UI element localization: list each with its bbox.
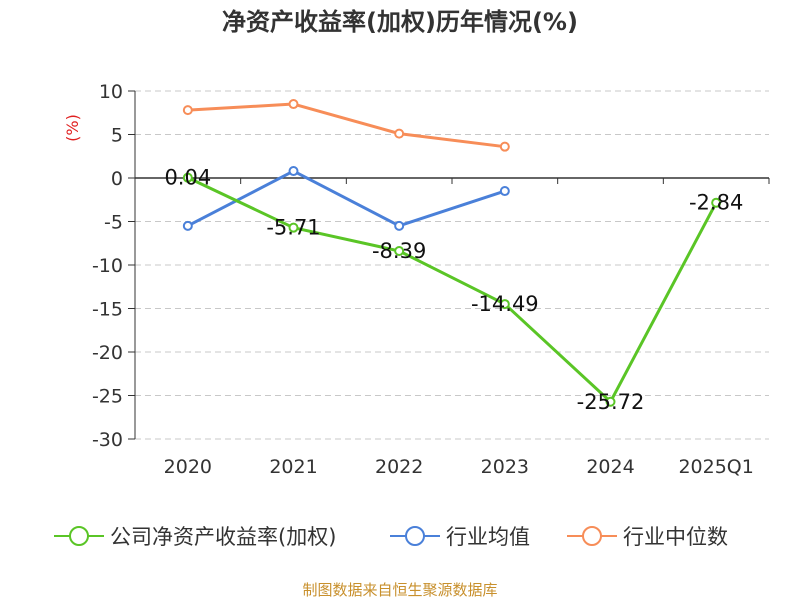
data-label: -8.39 [372,239,426,263]
data-label: -5.71 [266,216,320,240]
data-point [182,220,193,231]
legend: 公司净资产收益率(加权) 行业均值 行业中位数 [0,518,800,558]
x-tick-label: 2024 [586,456,634,478]
axis-layer: 10 5 0 -5 -10 -15 -20 -25 -30 2020 2021 2022 2023 202… [92,81,770,478]
legend-item-industry-mean[interactable]: 行业均值 [390,518,530,554]
chart-svg: 10 5 0 -5 -10 -15 -20 -25 -30 2020 2021 2022 2023 202… [63,81,770,478]
data-label-layer: 0.04 -5.71 -8.39 -14.49 -25.72 -2.84 [164,166,743,414]
y-tick-label: -10 [92,255,123,277]
data-point [182,172,193,183]
data-point [605,396,616,407]
legend-label: 行业中位数 [623,525,728,549]
y-tick-label: -30 [92,429,123,451]
line-marker-icon [390,526,440,546]
series-line [187,169,506,228]
y-tick-label: 0 [111,168,123,190]
series-line [187,102,506,149]
data-point [288,99,299,110]
y-tick-label: 5 [111,125,123,147]
grid-layer [135,90,769,440]
y-tick-label: -25 [92,386,123,408]
x-tick-label: 2020 [164,456,212,478]
legend-item-company-roe[interactable]: 公司净资产收益率(加权) [54,518,336,554]
chart-title: 净资产收益率(加权)历年情况(%) [222,8,578,36]
legend-item-industry-median[interactable]: 行业中位数 [567,518,728,554]
series-layer [182,99,722,407]
line-marker-icon [567,526,617,546]
series-line [187,176,718,404]
y-tick-label: 10 [99,81,123,103]
legend-label: 公司净资产收益率(加权) [110,525,337,549]
legend-label: 行业均值 [446,525,530,549]
data-label: -25.72 [577,390,645,414]
data-point [394,128,405,139]
x-tick-label: 2021 [269,456,317,478]
y-tick-label: -20 [92,342,123,364]
y-tick-label: -5 [104,212,123,234]
line-marker-icon [54,526,104,546]
x-tick-label: 2023 [481,456,529,478]
data-point [394,220,405,231]
data-label: -2.84 [689,191,743,215]
y-axis-label: (%) [63,114,82,142]
data-point [288,222,299,233]
data-point [499,141,510,152]
source-note: 制图数据来自恒生聚源数据库 [302,581,498,599]
data-label: 0.04 [164,166,211,190]
data-point [288,166,299,177]
data-point [711,197,722,208]
data-point [182,105,193,116]
data-point [499,299,510,310]
data-point [499,186,510,197]
x-tick-label: 2025Q1 [678,456,753,478]
data-label: -14.49 [471,292,539,316]
data-point [394,245,405,256]
y-tick-label: -15 [92,299,123,321]
x-tick-label: 2022 [375,456,423,478]
